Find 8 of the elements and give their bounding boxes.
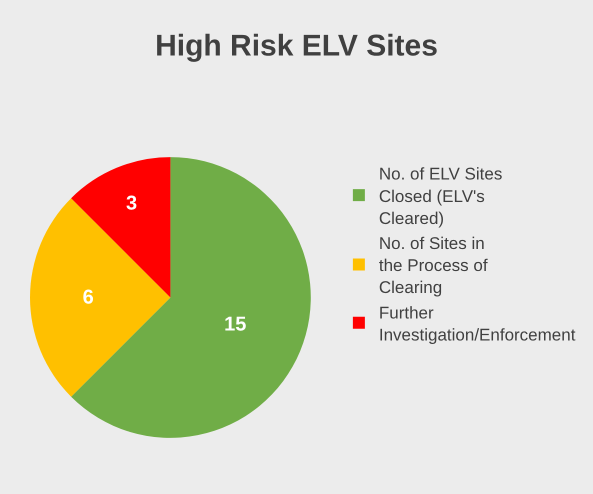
chart-title: High Risk ELV Sites — [155, 30, 438, 63]
data-label: 15 — [224, 313, 246, 336]
legend-label: No. of ELV Sites Closed (ELV's Cleared) — [378, 164, 502, 228]
pie-slice — [71, 157, 311, 438]
data-label: 3 — [126, 192, 138, 215]
legend-label: Further Investigation/Enforcement — [378, 303, 576, 344]
legend-label: No. of Sites in the Process of Clearing — [378, 234, 488, 298]
data-label: 6 — [82, 286, 94, 308]
